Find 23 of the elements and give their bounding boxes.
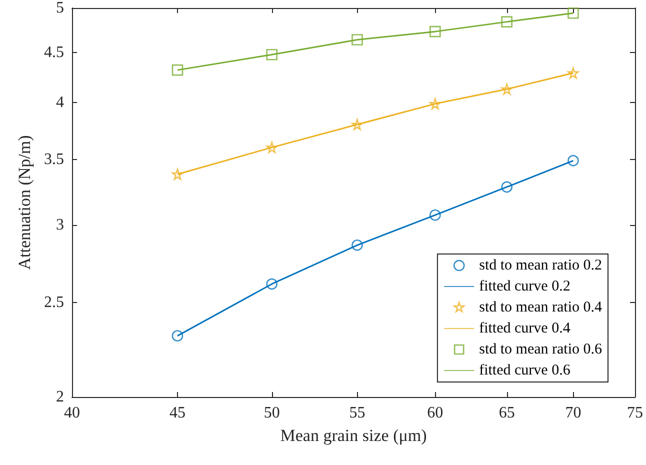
x-tick-label: 40 <box>64 404 80 422</box>
legend-label: std to mean ratio 0.4 <box>479 300 602 316</box>
y-tick-label: 3 <box>56 216 64 234</box>
legend-label: fitted curve 0.6 <box>479 362 571 378</box>
legend-label: fitted curve 0.2 <box>479 278 570 294</box>
y-tick-label: 3.5 <box>44 150 64 168</box>
y-tick-label: 4.5 <box>44 44 64 62</box>
x-tick-label: 55 <box>349 404 366 422</box>
legend-label: std to mean ratio 0.6 <box>479 342 602 358</box>
x-tick-label: 75 <box>627 404 643 422</box>
legend-label: std to mean ratio 0.2 <box>479 258 602 274</box>
y-tick-label: 5 <box>56 0 64 16</box>
y-tick-label: 2 <box>56 388 64 406</box>
x-tick-label: 50 <box>264 404 280 422</box>
x-tick-label: 65 <box>498 404 515 422</box>
y-tick-label: 4 <box>56 94 64 112</box>
x-tick-label: 60 <box>427 404 444 422</box>
x-tick-label: 45 <box>169 404 186 422</box>
x-axis-title: Mean grain size (μm) <box>280 426 427 445</box>
y-axis-title: Attenuation (Np/m) <box>15 135 34 270</box>
legend-label: fitted curve 0.4 <box>479 320 571 336</box>
x-tick-label: 70 <box>565 404 582 422</box>
y-tick-label: 2.5 <box>44 294 64 311</box>
